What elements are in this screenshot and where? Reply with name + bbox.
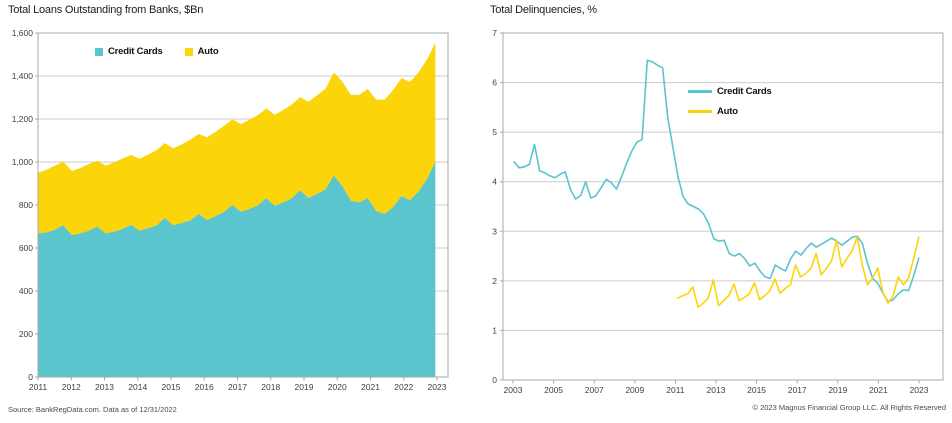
auto-swatch-icon	[184, 47, 193, 56]
svg-text:2015: 2015	[747, 385, 766, 395]
svg-text:2013: 2013	[707, 385, 726, 395]
svg-text:2011: 2011	[666, 385, 685, 395]
credit-cards-line-swatch-icon	[688, 90, 712, 93]
svg-text:3: 3	[492, 226, 497, 236]
svg-text:0: 0	[28, 372, 33, 382]
svg-text:2019: 2019	[295, 382, 314, 392]
legend-label-credit-cards: Credit Cards	[717, 86, 772, 97]
svg-text:2023: 2023	[910, 385, 929, 395]
svg-text:7: 7	[492, 28, 497, 38]
svg-text:2020: 2020	[328, 382, 347, 392]
loans-chart-panel: Total Loans Outstanding from Banks, $Bn …	[8, 4, 449, 414]
svg-text:2007: 2007	[585, 385, 604, 395]
svg-text:2023: 2023	[428, 382, 447, 392]
svg-text:2021: 2021	[869, 385, 888, 395]
svg-text:1,600: 1,600	[12, 28, 34, 38]
svg-text:2017: 2017	[228, 382, 247, 392]
svg-text:1,400: 1,400	[12, 71, 34, 81]
credit-cards-swatch-icon	[95, 47, 103, 56]
loans-legend: Credit Cards Auto	[95, 46, 219, 57]
legend-label-auto: Auto	[197, 46, 219, 57]
delinquencies-legend: Credit Cards Auto	[688, 86, 772, 117]
legend-label-auto: Auto	[717, 106, 738, 117]
legend-item-auto: Auto	[184, 46, 219, 57]
loans-stacked-area-chart: 0 200 400 600 800 1,000 1,200 1,400 1,600 2011 201…	[12, 28, 449, 392]
svg-text:1,000: 1,000	[12, 157, 34, 167]
svg-text:2018: 2018	[261, 382, 280, 392]
legend-item-credit-cards: Credit Cards	[688, 86, 772, 97]
svg-text:2012: 2012	[62, 382, 81, 392]
copyright-note: © 2023 Magnus Financial Group LLC. All R…	[752, 403, 946, 412]
loans-chart-title: Total Loans Outstanding from Banks, $Bn	[8, 4, 204, 16]
legend-label-credit-cards: Credit Cards	[108, 46, 163, 57]
svg-text:2019: 2019	[828, 385, 847, 395]
svg-text:5: 5	[492, 127, 497, 137]
svg-text:200: 200	[19, 329, 33, 339]
svg-text:2021: 2021	[361, 382, 380, 392]
legend-item-credit-cards: Credit Cards	[95, 46, 163, 57]
svg-text:2014: 2014	[128, 382, 147, 392]
svg-text:2016: 2016	[195, 382, 214, 392]
svg-text:2: 2	[492, 276, 497, 286]
svg-text:0: 0	[492, 375, 497, 385]
source-note: Source: BankRegData.com. Data as of 12/3…	[8, 405, 177, 414]
svg-text:1: 1	[492, 325, 497, 335]
auto-line-swatch-icon	[688, 110, 712, 113]
delinquencies-chart-title: Total Delinquencies, %	[490, 4, 597, 16]
svg-text:800: 800	[19, 200, 33, 210]
delinquencies-line-chart: 0 1 2 3 4 5 6 7 2003 2005 2007 2009 2011 2013 2015 2017…	[492, 28, 944, 395]
delinquencies-chart-panel: Total Delinquencies, % 0 1 2 3 4 5 6 7 2003 2005 2…	[476, 0, 952, 423]
svg-text:600: 600	[19, 243, 33, 253]
svg-text:6: 6	[492, 78, 497, 88]
svg-text:2005: 2005	[544, 385, 563, 395]
svg-text:4: 4	[492, 177, 497, 187]
svg-text:2013: 2013	[95, 382, 114, 392]
svg-text:400: 400	[19, 286, 33, 296]
legend-item-auto: Auto	[688, 106, 738, 117]
svg-text:2011: 2011	[29, 382, 48, 392]
svg-text:1,200: 1,200	[12, 114, 34, 124]
svg-text:2009: 2009	[625, 385, 644, 395]
svg-text:2015: 2015	[162, 382, 181, 392]
svg-text:2017: 2017	[788, 385, 807, 395]
svg-text:2003: 2003	[504, 385, 523, 395]
svg-text:2022: 2022	[394, 382, 413, 392]
